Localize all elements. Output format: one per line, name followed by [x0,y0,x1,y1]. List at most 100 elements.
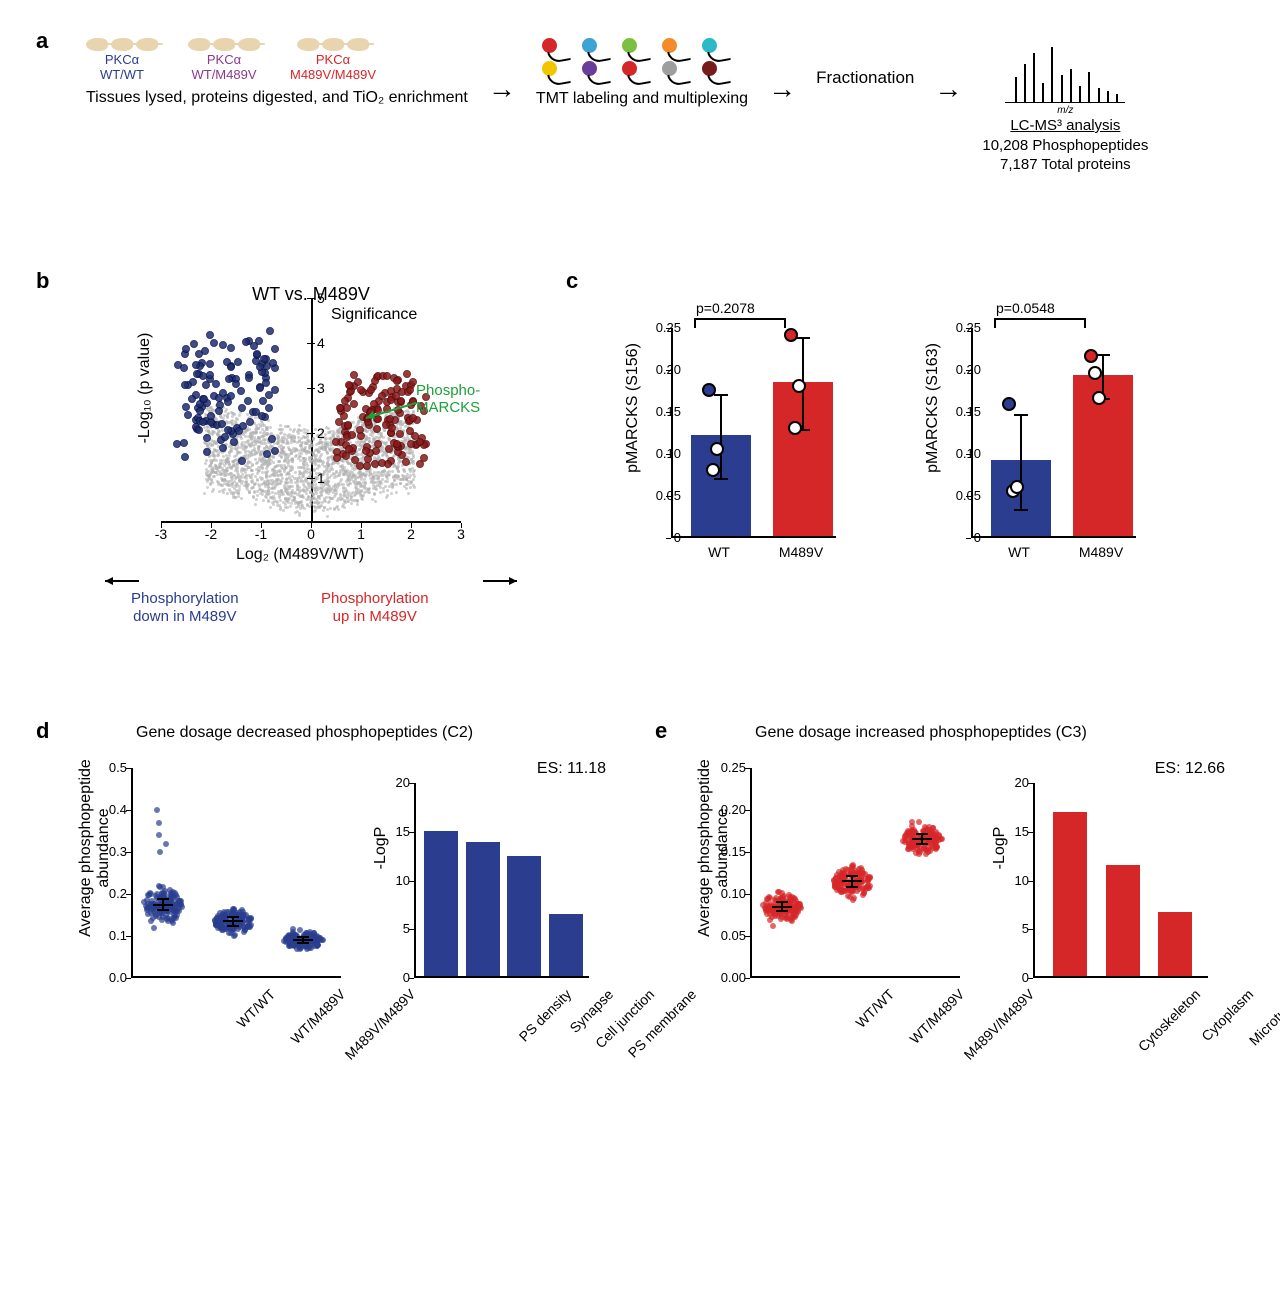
go-bar [1053,812,1087,976]
arrow-icon: → [768,73,796,105]
xtick: -2 [201,526,221,542]
ytick-label: 5 [1003,921,1029,936]
mouse-icon [238,38,260,51]
mouse-icon [111,38,133,51]
ytick-label: 5 [384,921,410,936]
ylabel: pMARCKS (S163) [924,318,942,498]
tmt-bead-icon [622,38,637,53]
panel-d-label: d [36,718,49,744]
ytick: 1 [317,470,325,486]
enrichment-score: ES: 12.66 [1155,760,1225,778]
ytick-label: 0 [641,530,681,545]
go-ylabel: -LogP [991,788,1009,908]
ytick-label: 0.05 [641,488,681,503]
pvalue-label: p=0.2078 [696,300,755,316]
ytick: 4 [317,335,325,351]
step-lysis-text: Tissues lysed, proteins digested, and Ti… [86,89,468,107]
genotype-column: PKCαWT/WT [86,38,158,83]
go-bar [466,842,500,976]
arrow-icon: → [488,73,516,105]
ytick-label: 0.00 [710,970,746,985]
tmt-bead-icon [542,38,557,53]
ytick-label: 0.4 [91,802,127,817]
ytick-label: 0.0 [91,970,127,985]
panel-e: e Gene dosage increased phosphopeptides … [655,718,1244,1118]
ytick-label: 0.05 [710,928,746,943]
ytick-label: 0.15 [710,844,746,859]
ytick-label: 10 [1003,873,1029,888]
panel-d-title: Gene dosage decreased phosphopeptides (C… [136,724,473,742]
xtick: 1 [351,526,371,542]
ms-pp-count: 10,208 Phosphopeptides [982,136,1148,156]
phos-down-label: Phosphorylation down in M489V [131,590,239,626]
ytick: 5 [317,290,325,306]
panel-e-label: e [655,718,667,744]
tmt-bead-icon [622,61,637,76]
mice-genotypes: PKCαWT/WT PKCαWT/M489V PKCαM489V/M489V Tis… [86,38,468,107]
ytick: 3 [317,380,325,396]
ms-block: m/z LC-MS³ analysis 10,208 Phosphopeptid… [982,38,1148,175]
mouse-icon [347,38,369,51]
right-arrow-icon [481,573,521,589]
tmt-bead-icon [662,61,677,76]
go-plot [1033,783,1208,978]
ytick-label: 0 [1003,970,1029,985]
step-fractionation-text: Fractionation [816,68,914,88]
workflow-diagram: PKCαWT/WT PKCαWT/M489V PKCαM489V/M489V Tis… [86,38,1148,175]
tmt-bead-icon [702,61,717,76]
xtick: -1 [251,526,271,542]
panel-c-label: c [566,268,578,294]
panel-b-label: b [36,268,49,294]
go-plot [414,783,589,978]
ytick-label: 0.5 [91,760,127,775]
callout-arrow-icon [361,393,421,423]
volcano-xlabel: Log₂ (M489V/WT) [236,546,364,564]
ytick-label: 0.10 [710,886,746,901]
ytick-label: 0.15 [641,404,681,419]
xtick: 3 [451,526,471,542]
phos-up-label: Phosphorylation up in M489V [321,590,429,626]
swarm-plot [131,768,341,978]
ytick-label: 0.3 [91,844,127,859]
ytick-label: 0.25 [941,320,981,335]
xtick-label: M489V [1071,544,1131,560]
mouse-icon [213,38,235,51]
marcks-callout: Phospho- MARCKS [416,383,480,416]
tmt-bead-icon [702,38,717,53]
ytick-label: 0 [384,970,410,985]
genotype-column: PKCαWT/M489V [188,38,260,83]
left-arrow-icon [101,573,141,589]
tmt-bead-icon [542,61,557,76]
pvalue-label: p=0.0548 [996,300,1055,316]
panel-d: d Gene dosage decreased phosphopeptides … [36,718,625,1118]
ms-prot-count: 7,187 Total proteins [982,155,1148,175]
xtick-label: M489V [771,544,831,560]
mouse-icon [188,38,210,51]
xtick: 0 [301,526,321,542]
mouse-icon [136,38,158,51]
ytick: 2 [317,425,325,441]
ms-title: LC-MS³ analysis [982,116,1148,136]
significance-label: Significance [331,306,417,324]
mouse-icon [86,38,108,51]
genotype-column: PKCαM489V/M489V [290,38,376,83]
panel-e-title: Gene dosage increased phosphopeptides (C… [755,724,1087,742]
go-ylabel: -LogP [372,788,390,908]
step-tmt-text: TMT labeling and multiplexing [536,90,748,108]
ytick-label: 0 [941,530,981,545]
ytick-label: 0.15 [941,404,981,419]
xtick: 2 [401,526,421,542]
ytick-label: 0.20 [641,362,681,377]
ytick-label: 0.10 [641,446,681,461]
go-bar [549,914,583,976]
xtick: -3 [151,526,171,542]
go-bar [507,856,541,976]
mouse-icon [322,38,344,51]
ms-xlabel: m/z [982,105,1148,116]
volcano-ylabel: -Log₁₀ (p value) [136,298,154,478]
ytick-label: 0.20 [941,362,981,377]
go-bar [424,831,458,976]
enrichment-score: ES: 11.18 [537,760,606,778]
genotype-label: PKCαM489V/M489V [290,53,376,83]
go-bar [1158,912,1192,976]
